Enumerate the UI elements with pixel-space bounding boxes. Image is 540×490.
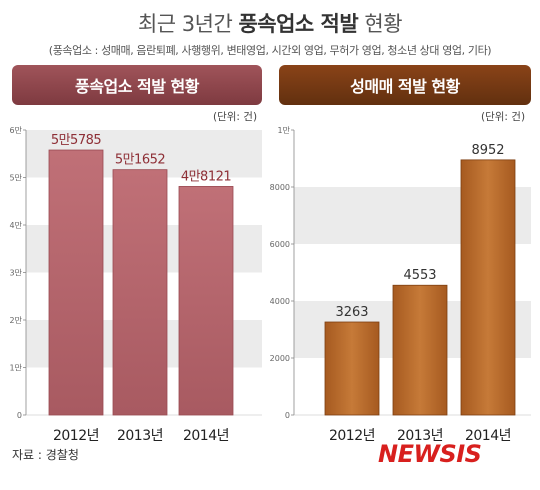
y-tick-label: 8000	[270, 183, 290, 192]
bar-value-label: 8952	[471, 143, 504, 158]
y-tick-label: 5만	[10, 174, 23, 183]
newsis-logo: NEWSIS	[378, 440, 482, 468]
y-tick-label: 2만	[10, 316, 23, 325]
y-tick-label: 2000	[270, 354, 290, 363]
y-tick-label: 6000	[270, 240, 290, 249]
y-tick-label: 4000	[270, 297, 290, 306]
y-tick-label: 3만	[10, 269, 23, 278]
category-label: 2013년	[117, 428, 163, 444]
y-tick-label: 1만	[278, 126, 291, 135]
bar-value-label: 3263	[335, 305, 368, 320]
title-strong: 풍속업소 적발	[238, 12, 359, 36]
left-chart: 0 1만 2만 3만 4만 5만 6만 5만5785 2012년 5만1652 2013년 4만812…	[10, 126, 262, 444]
left-panel-title: 풍속업소 적발 현황	[12, 65, 262, 105]
bar	[178, 186, 234, 416]
bar	[324, 321, 380, 416]
category-label: 2013년	[397, 428, 443, 444]
right-panel-title: 성매매 적발 현황	[279, 65, 531, 105]
bar-value-label: 5만1652	[115, 153, 165, 168]
title-suffix: 현황	[364, 12, 403, 36]
left-unit-label: (단위: 건)	[213, 111, 258, 123]
right-unit-label: (단위: 건)	[481, 111, 526, 123]
bar	[392, 284, 448, 416]
bar	[112, 169, 168, 416]
source-note: 자료 : 경찰청	[12, 448, 79, 462]
bar	[48, 149, 104, 416]
right-chart: 0 2000 4000 6000 8000 1만 3263 2012년 4553 2013년 895…	[270, 126, 531, 444]
y-tick-label: 4만	[10, 221, 23, 230]
y-tick-label: 6만	[10, 126, 23, 135]
bar-value-label: 4553	[403, 268, 436, 283]
category-label: 2012년	[329, 428, 375, 444]
category-label: 2014년	[465, 428, 511, 444]
y-tick-label: 0	[17, 411, 22, 420]
bar-value-label: 4만8121	[181, 169, 232, 184]
category-label: 2014년	[183, 428, 229, 444]
bar-value-label: 5만5785	[51, 133, 102, 148]
title-prefix: 최근 3년간	[137, 12, 233, 36]
chart-title: 최근 3년간 풍속업소 적발 현황	[0, 8, 540, 38]
bar	[460, 159, 516, 416]
y-tick-label: 1만	[10, 364, 23, 373]
y-tick-label: 0	[285, 411, 290, 420]
category-label: 2012년	[53, 428, 99, 444]
chart-subtitle: (풍속업소 : 성매매, 음란퇴폐, 사행행위, 변태영업, 시간외 영업, 무…	[48, 44, 492, 57]
